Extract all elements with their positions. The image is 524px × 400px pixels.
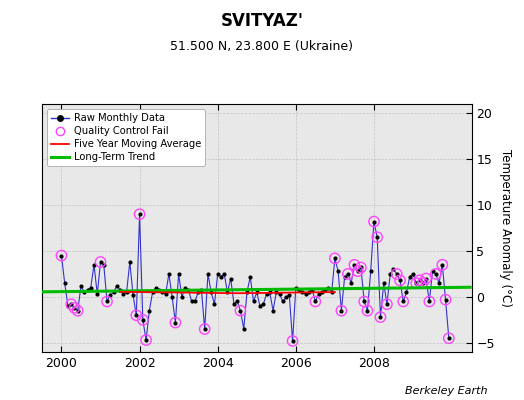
Point [70, 305, 79, 311]
Point [360, 298, 368, 305]
Point [354, 268, 362, 274]
Point [438, 262, 446, 268]
Point [432, 271, 440, 277]
Point [142, 337, 150, 343]
Text: 51.500 N, 23.800 E (Ukraine): 51.500 N, 23.800 E (Ukraine) [170, 40, 354, 53]
Point [373, 234, 381, 240]
Point [67, 301, 75, 308]
Point [425, 298, 433, 305]
Point [422, 275, 430, 282]
Point [288, 338, 297, 344]
Point [337, 308, 346, 314]
Point [396, 277, 404, 284]
Point [445, 335, 453, 342]
Text: SVITYAZ': SVITYAZ' [221, 12, 303, 30]
Point [370, 218, 378, 225]
Point [416, 277, 424, 284]
Point [412, 280, 420, 286]
Y-axis label: Temperature Anomaly (°C): Temperature Anomaly (°C) [499, 149, 511, 307]
Point [357, 264, 365, 271]
Point [376, 314, 385, 320]
Point [331, 255, 339, 262]
Point [392, 271, 401, 277]
Point [135, 211, 144, 218]
Point [311, 298, 320, 305]
Point [57, 252, 66, 259]
Point [171, 320, 180, 326]
Point [139, 317, 147, 323]
Point [344, 271, 352, 277]
Legend: Raw Monthly Data, Quality Control Fail, Five Year Moving Average, Long-Term Tren: Raw Monthly Data, Quality Control Fail, … [47, 109, 205, 166]
Point [399, 298, 408, 305]
Point [103, 298, 111, 305]
Point [73, 308, 82, 314]
Point [236, 308, 245, 314]
Text: Berkeley Earth: Berkeley Earth [405, 386, 487, 396]
Point [350, 262, 358, 268]
Point [419, 280, 427, 286]
Point [132, 312, 140, 318]
Point [383, 301, 391, 308]
Point [96, 259, 105, 265]
Point [363, 308, 372, 314]
Point [441, 296, 450, 303]
Point [201, 326, 209, 332]
